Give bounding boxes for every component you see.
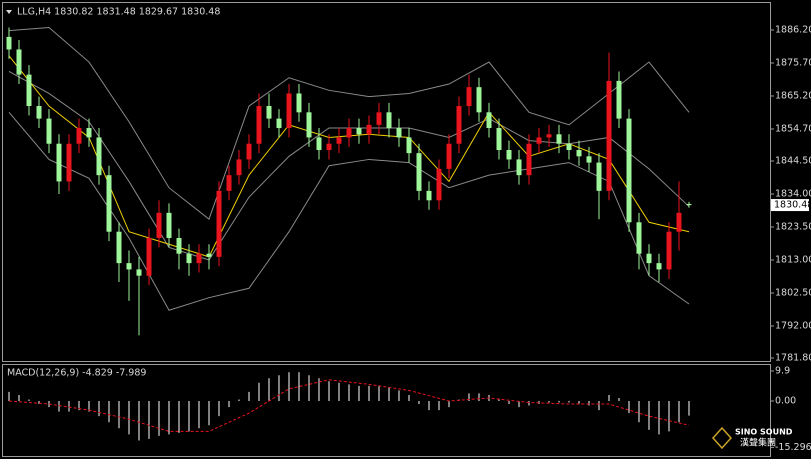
candle-body <box>586 156 592 163</box>
candle-body <box>106 175 112 232</box>
candle-body <box>246 143 252 160</box>
candle-body <box>546 134 552 138</box>
y-tick-label: -15.296 <box>775 442 811 453</box>
candle-body <box>126 263 132 270</box>
candle-body <box>506 150 512 160</box>
candle-body <box>436 168 442 201</box>
y-tick-label: 1834.00 <box>775 189 811 200</box>
candle-body <box>466 87 472 107</box>
candle-body <box>296 93 302 113</box>
candle-body <box>256 106 262 144</box>
price-marker <box>771 199 809 212</box>
candle-body <box>186 253 192 264</box>
logo: SINO SOUND 漢聲集團 <box>711 426 793 450</box>
candle-body <box>636 222 642 254</box>
indicator-line <box>8 111 690 311</box>
candle-body <box>276 118 282 129</box>
y-tick-label: 0.00 <box>775 396 796 407</box>
candle-body <box>216 190 222 257</box>
y-tick-label: 1792.00 <box>775 320 811 331</box>
candle-body <box>6 36 12 50</box>
y-tick-label: 1886.20 <box>775 24 811 35</box>
candle-body <box>316 137 322 151</box>
candle-body <box>376 112 382 125</box>
candle-body <box>146 237 152 276</box>
candle-body <box>206 253 212 257</box>
y-tick-label: 1781.80 <box>775 353 811 364</box>
candle-body <box>456 106 462 144</box>
indicator-line <box>8 26 690 220</box>
logo-mark <box>711 426 733 450</box>
candle-body <box>596 162 602 191</box>
candle-body <box>56 143 62 182</box>
candle-body <box>346 128 352 138</box>
candle-body <box>656 263 662 270</box>
candle-body <box>36 106 42 119</box>
current-price: 1830.48 <box>774 200 811 211</box>
macd-panel-frame <box>2 364 771 457</box>
logo-name: SINO SOUND <box>735 428 793 437</box>
candle-body <box>616 80 622 119</box>
candle-body <box>486 112 492 129</box>
y-tick-label: 1875.70 <box>775 57 811 68</box>
menu-marker <box>6 10 12 14</box>
candle-body <box>66 143 72 182</box>
candle-body <box>556 134 562 144</box>
candle-body <box>46 118 52 144</box>
y-tick-label: 1813.00 <box>775 254 811 265</box>
candle-body <box>76 128 82 144</box>
y-tick-label: 1854.70 <box>775 123 811 134</box>
candle-body <box>516 159 522 176</box>
candle-body <box>226 175 232 191</box>
candle-body <box>96 137 102 176</box>
candle-body <box>266 106 272 119</box>
candle-body <box>396 128 402 138</box>
candle-body <box>406 137 412 154</box>
candle-body <box>356 128 362 135</box>
candle-body <box>476 87 482 113</box>
y-tick-label: 1844.50 <box>775 156 811 167</box>
y-tick-label: 9.9 <box>775 365 790 376</box>
logo-chinese: 漢聲集團 <box>740 437 776 449</box>
y-tick-label: 1802.50 <box>775 287 811 298</box>
price-panel-frame <box>2 2 771 362</box>
candle-body <box>306 112 312 138</box>
candle-body <box>536 137 542 144</box>
candle-body <box>86 128 92 138</box>
candle-body <box>166 212 172 238</box>
candle-body <box>606 80 612 191</box>
candle-body <box>286 93 292 129</box>
y-tick-label: 1865.20 <box>775 90 811 101</box>
candle-body <box>236 159 242 176</box>
candle-body <box>26 74 32 107</box>
candle-body <box>416 153 422 191</box>
candle-body <box>386 112 392 129</box>
candle-body <box>576 150 582 157</box>
chart-title: LLG,H4 1830.82 1831.48 1829.67 1830.48 <box>17 7 220 18</box>
candle-body <box>446 143 452 169</box>
candle-body <box>196 253 202 264</box>
candle-body <box>626 118 632 223</box>
signal-line <box>8 379 690 432</box>
candle-body <box>136 269 142 276</box>
candle-body <box>156 212 162 238</box>
candle-body <box>116 231 122 264</box>
candle-body <box>366 124 372 135</box>
candle-body <box>176 237 182 254</box>
candle-body <box>666 231 672 270</box>
candle-body <box>326 143 332 151</box>
candle-body <box>646 253 652 264</box>
candle-body <box>686 203 692 206</box>
candle-body <box>16 49 22 75</box>
candle-body <box>496 128 502 151</box>
candle-body <box>566 143 572 151</box>
y-tick-label: 1823.50 <box>775 221 811 232</box>
candle-body <box>336 137 342 144</box>
candle-body <box>426 190 432 201</box>
candle-body <box>526 143 532 176</box>
candle-body <box>676 212 682 232</box>
macd-title: MACD(12,26,9) -4.829 -7.989 <box>7 368 146 379</box>
